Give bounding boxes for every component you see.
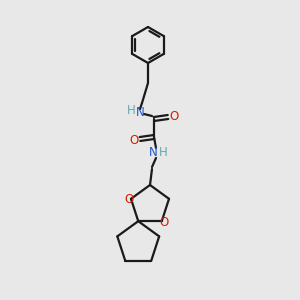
Text: H: H bbox=[127, 104, 135, 118]
Text: O: O bbox=[129, 134, 139, 146]
Text: H: H bbox=[159, 146, 167, 160]
Text: O: O bbox=[159, 216, 168, 229]
Text: O: O bbox=[169, 110, 178, 122]
Text: N: N bbox=[136, 106, 144, 118]
Text: N: N bbox=[148, 146, 158, 160]
Text: O: O bbox=[124, 193, 134, 206]
